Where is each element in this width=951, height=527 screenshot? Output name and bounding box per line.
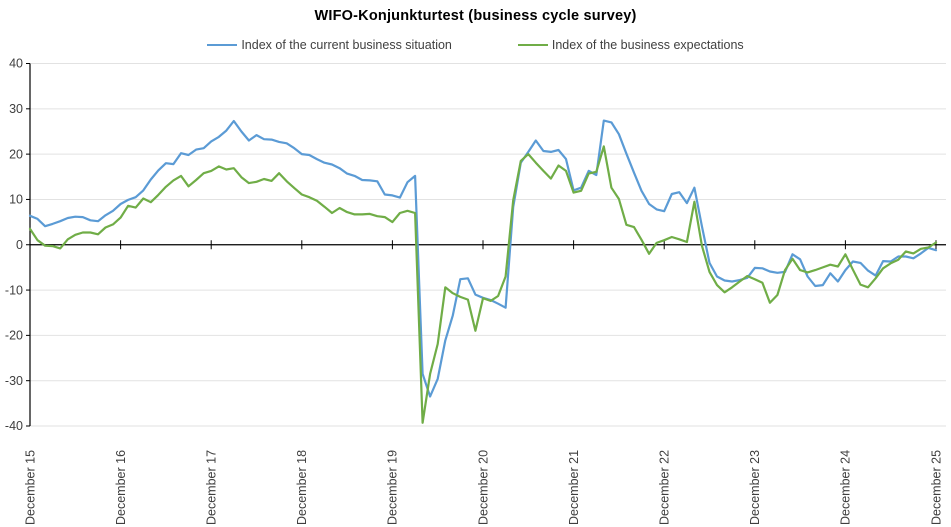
y-axis-label: 30 <box>9 102 23 116</box>
y-axis-label: -40 <box>5 419 23 433</box>
x-axis-label: December 21 <box>567 450 581 525</box>
x-axis-label: December 17 <box>205 450 219 525</box>
x-axis-label: December 23 <box>748 450 762 525</box>
x-axis-label: December 15 <box>23 450 37 525</box>
x-axis-label: December 22 <box>658 450 672 525</box>
x-axis-label: December 20 <box>476 450 490 525</box>
x-axis-label: December 19 <box>386 450 400 525</box>
legend-label-expectations: Index of the business expectations <box>551 38 744 52</box>
legend-item-expectations: Index of the business expectations <box>517 38 744 52</box>
legend-line-swatch-green <box>517 44 548 46</box>
series-line-current-situation <box>28 119 938 398</box>
y-axis-label: -20 <box>5 329 23 343</box>
y-axis-label: 10 <box>9 193 23 207</box>
y-axis-label: 0 <box>16 238 23 252</box>
y-axis-label: -30 <box>5 374 23 388</box>
x-axis-label: December 18 <box>295 450 309 525</box>
y-axis-label: 40 <box>9 57 23 71</box>
x-axis-label: December 25 <box>929 450 943 525</box>
chart-title: WIFO-Konjunkturtest (business cycle surv… <box>314 8 637 24</box>
x-axis-label: December 24 <box>839 450 853 525</box>
y-axis-label: -10 <box>5 283 23 297</box>
legend-label-current-situation: Index of the current business situation <box>241 38 452 52</box>
legend: Index of the current business situation … <box>0 38 951 52</box>
series-line-expectations <box>28 145 938 424</box>
x-axis-label: December 16 <box>114 450 128 525</box>
y-axis-label: 20 <box>9 147 23 161</box>
legend-item-current-situation: Index of the current business situation <box>207 38 452 52</box>
legend-line-swatch-blue <box>207 44 238 46</box>
